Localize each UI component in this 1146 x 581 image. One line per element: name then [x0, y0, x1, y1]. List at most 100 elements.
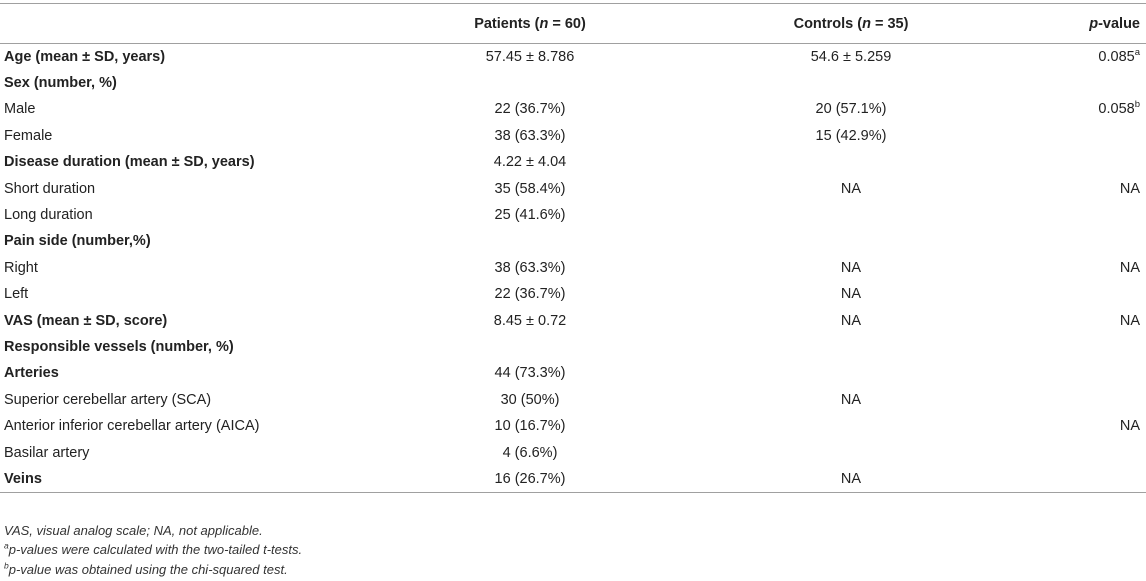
table-row: Right 38 (63.3%) NA NA — [0, 255, 1146, 281]
row-label-cell: Female — [4, 127, 53, 144]
table-row: Veins 16 (26.7%) NA — [0, 465, 1146, 493]
table-row: Pain side (number,%) — [0, 228, 1146, 254]
pvalue-text: NA — [1119, 312, 1140, 329]
pvalue-cell — [1022, 149, 1146, 175]
controls-cell: NA — [680, 465, 1022, 493]
header-patients-post: = 60) — [548, 15, 586, 32]
header-pvalue: p-value — [1022, 3, 1146, 44]
patients-cell: 4 (6.6%) — [502, 444, 558, 461]
table-row: VAS (mean ± SD, score) 8.45 ± 0.72 NA NA — [0, 307, 1146, 333]
header-patients-pre: Patients ( — [474, 15, 540, 32]
controls-cell — [680, 149, 1022, 175]
row-label-cell: Male — [4, 101, 36, 118]
header-pvalue-rest: -value — [1098, 15, 1140, 32]
controls-cell — [680, 70, 1022, 96]
pvalue-cell — [1022, 123, 1146, 149]
controls-cell: NA — [840, 312, 862, 329]
pvalue-cell — [1022, 439, 1146, 465]
row-label-cell: Pain side (number,%) — [4, 233, 151, 250]
patients-cell: 57.45 ± 8.786 — [485, 48, 575, 65]
patients-cell: 4.22 ± 4.04 — [493, 154, 567, 171]
controls-cell — [680, 202, 1022, 228]
controls-cell: NA — [840, 180, 862, 197]
footnote-a-marker: a — [4, 540, 9, 551]
footnote-a: ap-values were calculated with the two-t… — [4, 540, 302, 559]
table-row: Disease duration (mean ± SD, years) 4.22 … — [0, 149, 1146, 175]
controls-cell — [680, 413, 1022, 439]
pvalue-cell — [1022, 334, 1146, 360]
row-label-cell: Superior cerebellar artery (SCA) — [4, 391, 212, 408]
table-row: Female 38 (63.3%) 15 (42.9%) — [0, 123, 1146, 149]
table-row: Anterior inferior cerebellar artery (AIC… — [0, 413, 1146, 439]
patients-cell — [380, 334, 680, 360]
pvalue-text: 0.058 — [1098, 101, 1135, 118]
row-label-cell: Short duration — [4, 180, 96, 197]
table-row: Long duration 25 (41.6%) — [0, 202, 1146, 228]
controls-cell: NA — [840, 286, 862, 303]
pvalue-cell — [1022, 281, 1146, 307]
controls-cell: NA — [840, 259, 862, 276]
patients-cell: 22 (36.7%) — [494, 101, 566, 118]
controls-cell: 20 (57.1%) — [815, 101, 887, 118]
pvalue-cell: NA — [1022, 413, 1146, 439]
pvalue-cell: NA — [1022, 255, 1146, 281]
pvalue-text: 0.085 — [1098, 48, 1135, 65]
pvalue-cell — [1022, 360, 1146, 386]
pvalue-cell: NA — [1022, 307, 1146, 333]
row-label-cell: Sex (number, %) — [4, 75, 117, 92]
pvalue-footnote-marker: b — [1134, 99, 1140, 111]
pvalue-cell — [1022, 70, 1146, 96]
patients-cell: 44 (73.3%) — [494, 365, 566, 382]
row-label-cell: Arteries — [4, 365, 59, 382]
table-footnotes: VAS, visual analog scale; NA, not applic… — [4, 521, 302, 579]
row-label-cell: Long duration — [4, 207, 93, 224]
header-controls-post: = 35) — [870, 15, 909, 32]
patients-cell: 8.45 ± 0.72 — [493, 312, 567, 329]
controls-cell — [680, 228, 1022, 254]
table-row: Basilar artery 4 (6.6%) — [0, 439, 1146, 465]
table-row: Left 22 (36.7%) NA — [0, 281, 1146, 307]
row-label-cell: Veins — [0, 465, 380, 493]
table-row: Age (mean ± SD, years) 57.45 ± 8.786 54.6 … — [0, 44, 1146, 70]
pvalue-text: NA — [1119, 418, 1140, 435]
controls-cell — [680, 439, 1022, 465]
patients-cell — [380, 228, 680, 254]
pvalue-cell — [1022, 228, 1146, 254]
row-label-cell: VAS (mean ± SD, score) — [4, 312, 168, 329]
patients-cell: 22 (36.7%) — [494, 286, 566, 303]
footnote-b: bp-value was obtained using the chi-squa… — [4, 560, 302, 579]
row-label-cell: Basilar artery — [4, 444, 90, 461]
patients-cell: 30 (50%) — [500, 391, 560, 408]
controls-cell — [680, 360, 1022, 386]
pvalue-cell — [1022, 387, 1146, 413]
controls-cell: 15 (42.9%) — [815, 127, 887, 144]
patients-cell: 38 (63.3%) — [494, 259, 566, 276]
header-controls: Controls (n = 35) — [680, 3, 1022, 44]
controls-cell: 54.6 ± 5.259 — [810, 48, 892, 65]
pvalue-cell: 0.058b — [1022, 96, 1146, 122]
controls-cell: NA — [840, 391, 862, 408]
row-label-cell: Disease duration (mean ± SD, years) — [4, 154, 255, 171]
table-row: Responsible vessels (number, %) — [0, 334, 1146, 360]
header-pvalue-p: p — [1089, 15, 1099, 32]
pvalue-cell — [1022, 465, 1146, 493]
pvalue-text: NA — [1119, 259, 1140, 276]
header-empty-cell — [0, 3, 380, 44]
footnote-a-text: p-values were calculated with the two-ta… — [8, 542, 303, 558]
patients-cell: 35 (58.4%) — [494, 180, 566, 197]
row-label-cell: Left — [4, 286, 29, 303]
table-row: Sex (number, %) — [0, 70, 1146, 96]
patients-cell: 16 (26.7%) — [380, 465, 680, 493]
patients-cell — [380, 70, 680, 96]
footnote-b-text: p-value was obtained using the chi-squar… — [8, 561, 288, 577]
table-row: Arteries 44 (73.3%) — [0, 360, 1146, 386]
demographics-table: Patients (n = 60) Controls (n = 35) p-va… — [0, 3, 1146, 493]
row-label-cell: Right — [4, 259, 38, 276]
table-row: Short duration 35 (58.4%) NA NA — [0, 175, 1146, 201]
row-label-cell: Age (mean ± SD, years) — [4, 48, 166, 65]
table-body: Age (mean ± SD, years) 57.45 ± 8.786 54.6 … — [0, 44, 1146, 493]
table-header-row: Patients (n = 60) Controls (n = 35) p-va… — [0, 3, 1146, 44]
table-row: Male 22 (36.7%) 20 (57.1%) 0.058b — [0, 96, 1146, 122]
controls-cell — [680, 334, 1022, 360]
